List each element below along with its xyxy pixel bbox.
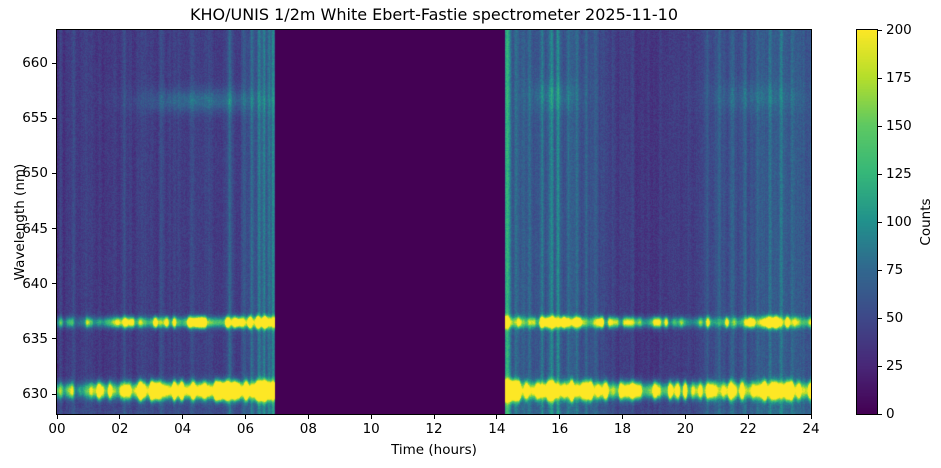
- x-tick-mark: [307, 415, 309, 419]
- x-tick-mark: [245, 415, 246, 419]
- x-tick-label: 04: [174, 421, 192, 437]
- y-tick-label: 655: [22, 110, 48, 127]
- colorbar-gradient-canvas: [857, 30, 877, 414]
- x-tick-mark: [370, 415, 372, 419]
- x-tick-mark: [496, 415, 498, 419]
- colorbar-tick-mark: [878, 221, 882, 223]
- colorbar-tick-label: 50: [886, 310, 904, 326]
- colorbar-tick-label: 100: [886, 214, 912, 230]
- y-tick-mark: [52, 62, 56, 64]
- heatmap-canvas: [57, 30, 811, 414]
- y-tick-label: 630: [22, 386, 48, 403]
- colorbar-tick-mark: [878, 77, 882, 79]
- x-tick-mark: [810, 415, 812, 419]
- x-tick-mark: [559, 415, 561, 419]
- x-tick-mark: [684, 415, 686, 419]
- colorbar-label: Counts: [918, 198, 934, 246]
- y-tick-mark: [52, 283, 56, 285]
- y-tick-label: 650: [22, 165, 48, 182]
- colorbar-tick-label: 75: [886, 262, 904, 278]
- colorbar-tick-mark: [878, 125, 882, 127]
- y-tick-label: 660: [22, 55, 48, 72]
- y-tick-label: 640: [22, 275, 48, 292]
- x-tick-label: 10: [362, 421, 380, 437]
- colorbar-tick-label: 125: [886, 166, 912, 182]
- x-tick-label: 00: [48, 421, 66, 437]
- colorbar-tick-mark: [878, 269, 882, 271]
- x-tick-label: 06: [236, 421, 255, 437]
- x-tick-label: 16: [551, 421, 569, 437]
- y-tick-mark: [52, 338, 56, 340]
- colorbar-tick-mark: [878, 29, 882, 31]
- colorbar-tick-mark: [878, 317, 882, 319]
- colorbar-tick-mark: [878, 413, 882, 415]
- y-tick-label: 645: [22, 220, 48, 237]
- x-tick-mark: [56, 415, 58, 419]
- y-tick-mark: [52, 172, 56, 174]
- colorbar: [856, 29, 878, 415]
- y-tick-label: 635: [22, 330, 48, 347]
- y-tick-mark: [52, 228, 56, 230]
- x-tick-mark: [182, 415, 184, 419]
- colorbar-tick-mark: [878, 365, 882, 367]
- colorbar-tick-label: 200: [886, 22, 912, 38]
- colorbar-tick-label: 0: [886, 406, 895, 422]
- x-tick-label: 14: [488, 421, 506, 437]
- colorbar-tick-mark: [878, 173, 882, 175]
- chart-title: KHO/UNIS 1/2m White Ebert-Fastie spectro…: [189, 5, 679, 24]
- x-tick-label: 02: [111, 421, 129, 437]
- x-tick-label: 24: [802, 421, 820, 437]
- x-tick-label: 18: [613, 421, 632, 437]
- x-tick-mark: [622, 415, 623, 419]
- plot-area: [56, 29, 812, 415]
- x-tick-mark: [747, 415, 749, 419]
- y-tick-mark: [52, 393, 56, 395]
- x-tick-label: 22: [739, 421, 757, 437]
- x-tick-label: 08: [299, 421, 317, 437]
- x-tick-label: 20: [676, 421, 694, 437]
- y-tick-mark: [52, 117, 56, 119]
- x-axis-label: Time (hours): [391, 442, 477, 458]
- x-tick-mark: [119, 415, 121, 419]
- colorbar-tick-label: 150: [886, 118, 912, 134]
- colorbar-tick-label: 25: [886, 358, 904, 374]
- x-tick-mark: [433, 415, 435, 419]
- x-tick-label: 12: [425, 421, 443, 437]
- colorbar-tick-label: 175: [886, 70, 912, 86]
